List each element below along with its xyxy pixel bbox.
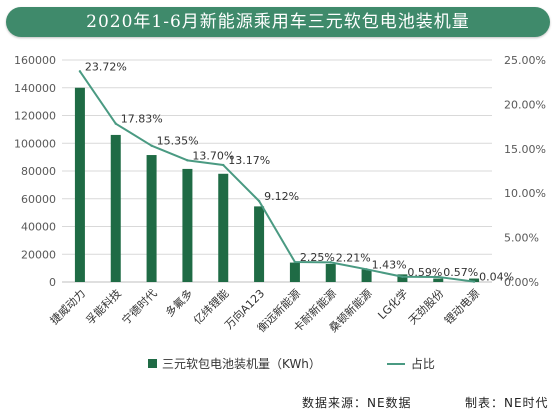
bar: [110, 134, 121, 282]
legend-line-label: 占比: [410, 357, 435, 371]
data-label: 9.12%: [264, 190, 299, 203]
chart: 0 20000 40000 60000 80000 100000 120000 140000 1…: [14, 54, 546, 335]
data-label: 15.35%: [157, 135, 199, 148]
share-line: [79, 70, 475, 283]
bar: [218, 173, 229, 282]
bar: [146, 155, 157, 282]
share-point: [257, 199, 261, 203]
left-tick-label: 60000: [21, 193, 56, 206]
bar: [433, 278, 444, 282]
data-label: 2.25%: [300, 251, 335, 264]
right-tick-label: 5.00%: [504, 232, 539, 245]
legend-bar-label: 三元软包电池装机量（KWh）: [162, 357, 321, 371]
left-tick-label: 80000: [21, 165, 56, 178]
legend-item-bar: 三元软包电池装机量（KWh）: [148, 355, 321, 372]
bar: [397, 274, 408, 282]
legend-line-swatch: [386, 362, 405, 365]
bar: [361, 269, 372, 282]
line-series: [78, 70, 476, 283]
share-point: [293, 260, 297, 264]
left-tick-label: 20000: [21, 248, 56, 261]
legend-item-line: 占比: [386, 355, 435, 372]
category-label: 锂动电源: [441, 286, 482, 327]
right-tick-label: 0.00%: [504, 276, 539, 289]
gridlines: [62, 59, 492, 283]
data-label: 13.70%: [192, 149, 234, 162]
right-tick-label: 15.00%: [504, 143, 546, 156]
category-label: 天劲股份: [406, 287, 446, 327]
left-tick-label: 140000: [14, 82, 56, 95]
share-point: [437, 275, 440, 279]
category-label: 宁德时代: [119, 286, 160, 327]
legend: 三元软包电池装机量（KWh） 占比: [148, 355, 501, 372]
right-tick-label: 10.00%: [504, 187, 546, 200]
share-point: [114, 122, 117, 125]
share-point: [329, 261, 332, 264]
share-point: [401, 275, 404, 278]
bar: [469, 278, 480, 282]
data-label: 1.43%: [372, 258, 407, 271]
share-point: [186, 159, 189, 162]
category-label: 捷威动力: [47, 286, 88, 327]
data-label: 23.72%: [85, 60, 127, 73]
bar: [74, 87, 85, 282]
share-point: [78, 70, 82, 73]
right-axis: 0.00% 5.00% 10.00% 15.00% 20.00% 25.00%: [504, 54, 546, 289]
bar: [325, 263, 336, 282]
data-label: 0.59%: [407, 266, 442, 279]
left-tick-label: 120000: [14, 110, 56, 123]
share-point: [222, 163, 225, 167]
category-label: LG化学: [375, 286, 411, 322]
bar-series: [74, 87, 480, 282]
left-tick-label: 0: [49, 276, 56, 289]
share-point: [472, 280, 476, 283]
left-tick-label: 100000: [14, 137, 56, 150]
data-label: 2.21%: [336, 251, 371, 264]
right-tick-label: 25.00%: [504, 54, 546, 67]
data-label: 0.04%: [479, 271, 514, 284]
table-maker: 制表：NE时代: [465, 396, 549, 410]
left-tick-label: 40000: [21, 221, 56, 234]
bar: [254, 206, 265, 282]
data-labels: 23.72% 17.83% 15.35%13.70%13.17% 9.12% 2.25%…: [85, 60, 514, 283]
share-point: [365, 268, 368, 271]
left-tick-label: 160000: [14, 54, 56, 67]
bar: [289, 262, 300, 282]
share-point: [150, 144, 153, 147]
bar: [182, 168, 193, 282]
left-axis: 0 20000 40000 60000 80000 100000 120000 140000 1…: [14, 54, 56, 289]
legend-bar-swatch: [148, 359, 157, 368]
data-source: 数据来源：NE数据: [302, 396, 412, 410]
chart-title: 2020年1-6月新能源乘用车三元软包电池装机量: [6, 7, 550, 37]
right-tick-label: 20.00%: [504, 98, 546, 111]
data-label: 0.57%: [443, 266, 478, 279]
category-label: 多氟多: [162, 286, 195, 319]
data-label: 13.17%: [228, 154, 270, 167]
category-label: 孚能科技: [83, 286, 124, 327]
data-label: 17.83%: [121, 113, 163, 126]
